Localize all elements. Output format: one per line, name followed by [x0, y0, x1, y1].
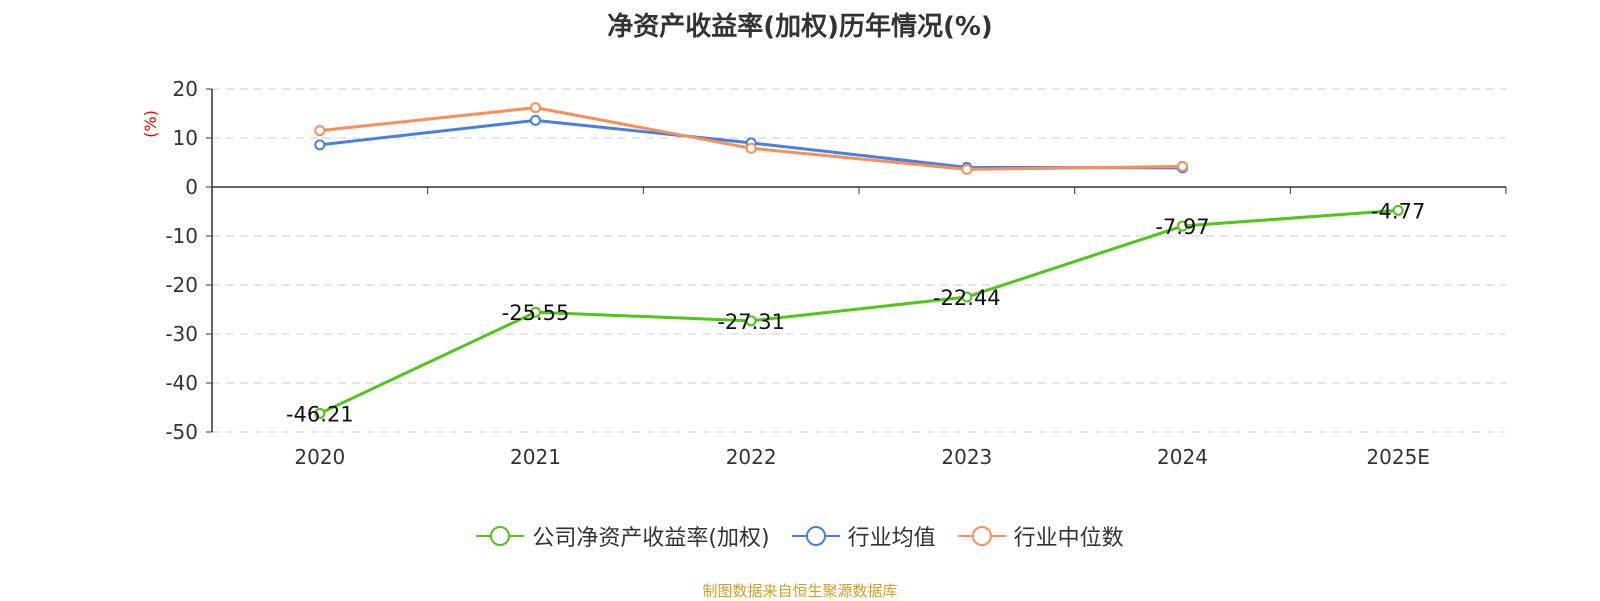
data-point	[1177, 220, 1188, 232]
data-point	[314, 407, 326, 419]
data-point	[314, 139, 326, 151]
x-tick-label: 2021	[510, 445, 561, 469]
data-label: -4.77	[1371, 199, 1425, 223]
legend-item-company[interactable]: 公司净资产收益率(加权)	[476, 520, 770, 552]
y-tick-label: 0	[185, 175, 198, 199]
data-point	[530, 114, 541, 126]
chart-title: 净资产收益率(加权)历年情况(%)	[607, 12, 993, 42]
legend-label-industry-median: 行业中位数	[1013, 526, 1124, 551]
data-point	[530, 306, 541, 318]
y-tick-label: -50	[165, 420, 198, 444]
data-point	[1177, 160, 1188, 172]
data-point	[1392, 204, 1404, 216]
data-label: -46.21	[286, 402, 354, 426]
legend-label-industry-mean: 行业均值	[847, 526, 936, 551]
y-tick-label: -10	[165, 224, 198, 248]
x-tick-label: 2020	[294, 445, 345, 469]
y-tick-label: -20	[165, 273, 198, 297]
y-tick-label: -30	[165, 322, 198, 346]
x-tick-label: 2025E	[1366, 445, 1430, 469]
data-label: -27.31	[717, 310, 785, 334]
legend-marker-industry-mean	[791, 526, 840, 546]
data-point	[745, 142, 757, 154]
legend-item-industry-mean[interactable]: 行业均值	[791, 520, 936, 552]
data-point	[530, 102, 541, 114]
legend-marker-industry-median	[957, 526, 1006, 546]
legend: 公司净资产收益率(加权) 行业均值 行业中位数	[0, 520, 1600, 552]
data-label: -25.55	[502, 301, 570, 325]
legend-label-company: 公司净资产收益率(加权)	[532, 526, 770, 551]
data-point	[745, 315, 757, 327]
y-tick-label: 10	[173, 126, 198, 150]
y-tick-label: 20	[173, 77, 198, 101]
x-tick-label: 2022	[726, 445, 777, 469]
data-label: -22.44	[933, 286, 1001, 310]
data-point	[314, 125, 326, 137]
y-axis-label: (%)	[141, 110, 160, 138]
legend-item-industry-median[interactable]: 行业中位数	[957, 520, 1124, 552]
x-tick-label: 2024	[1157, 445, 1208, 469]
legend-marker-company	[476, 526, 525, 546]
data-point	[961, 163, 973, 175]
data-label: -7.97	[1155, 215, 1209, 239]
y-tick-label: -40	[165, 371, 198, 395]
series-line	[319, 208, 1399, 415]
data-point	[961, 291, 973, 303]
source-note: 制图数据来自恒生聚源数据库	[702, 582, 898, 600]
x-tick-label: 2023	[941, 445, 992, 469]
